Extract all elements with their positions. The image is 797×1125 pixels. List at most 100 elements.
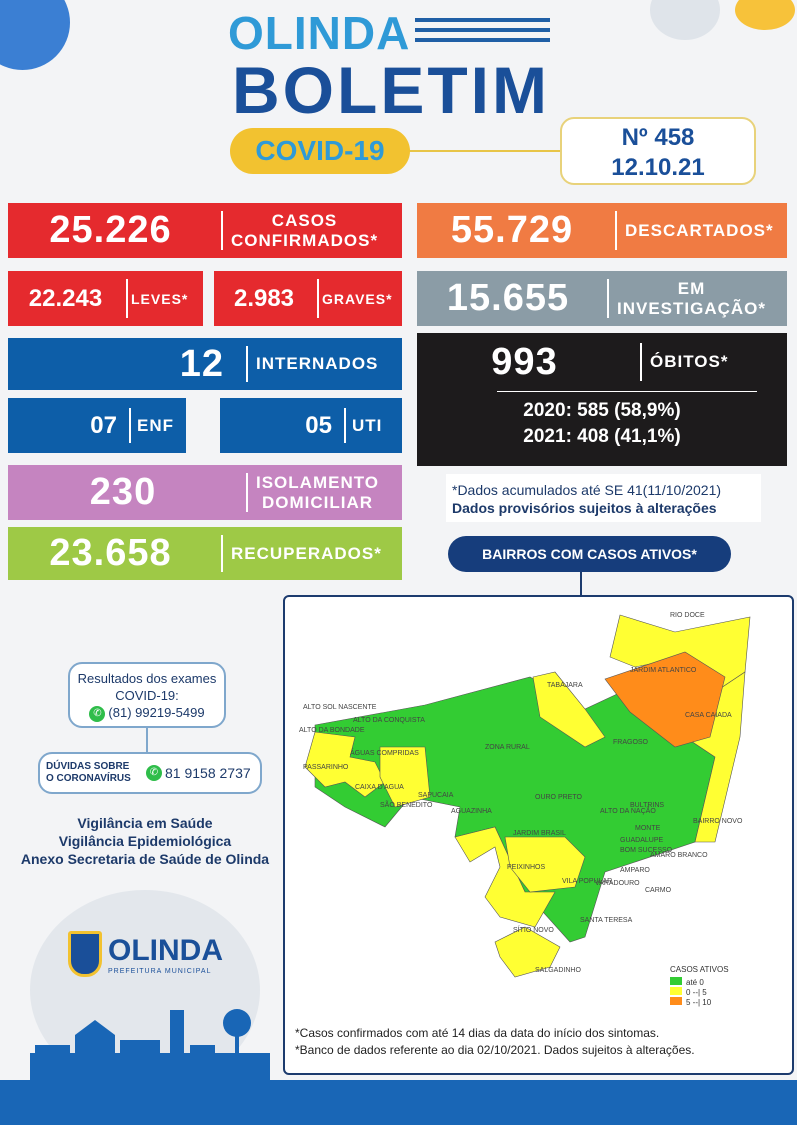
map-region-west xyxy=(304,731,386,798)
legend-label: 5 --| 10 xyxy=(686,998,712,1007)
provisional-note: Dados provisórios sujeitos à alterações xyxy=(452,500,717,516)
map-neighborhood-label: SÍTIO NOVO xyxy=(513,925,554,934)
map-neighborhood-label: JARDIM ATLANTICO xyxy=(630,667,697,674)
agency-name: Vigilância Epidemiológica xyxy=(58,833,232,849)
confirmed-label-line2: CONFIRMADOS* xyxy=(231,230,379,250)
whatsapp-icon: ✆ xyxy=(89,705,106,722)
isolation-card: 230 ISOLAMENTO DOMICILIAR xyxy=(8,465,402,520)
notes-box: *Dados acumulados até SE 41(11/10/2021) … xyxy=(446,474,761,522)
ward-label: ENF xyxy=(137,415,174,435)
ward-value: 07 xyxy=(90,411,117,439)
icu-card: 05 UTI xyxy=(220,398,402,453)
city-title: OLINDA xyxy=(228,7,411,59)
severe-card: 2.983 GRAVES* xyxy=(214,271,402,326)
deaths-2021: 2021: 408 (41,1%) xyxy=(523,426,681,447)
legend-item: até 0 xyxy=(670,977,729,987)
legend-item: 0 --| 5 xyxy=(670,987,729,997)
map-region-aguas-compridas xyxy=(379,746,431,808)
discarded-card: 55.729 DESCARTADOS* xyxy=(417,203,787,258)
legend-label: até 0 xyxy=(686,978,704,987)
hospitalized-value: 12 xyxy=(179,342,224,385)
recovered-value: 23.658 xyxy=(49,532,172,574)
investigation-card: 15.655 EM INVESTIGAÇÃO* xyxy=(417,271,787,326)
doubts-phone[interactable]: 81 9158 2737 xyxy=(165,765,251,781)
map-neighborhood-label: FRAGOSO xyxy=(613,739,649,746)
deaths-2020: 2020: 585 (58,9%) xyxy=(523,400,681,421)
virus-decoration-icon xyxy=(650,0,720,40)
icu-value: 05 xyxy=(305,411,332,439)
map-title: BAIRROS COM CASOS ATIVOS* xyxy=(448,536,731,572)
discarded-value: 55.729 xyxy=(450,209,574,251)
map-region-jardim-atlantico xyxy=(604,651,726,748)
agencies-list: Vigilância em Saúde Vigilância Epidemiol… xyxy=(0,814,290,868)
map-panel: RIO DOCE JARDIM ATLANTICO CASA CAIADA TABAJ… xyxy=(283,595,794,1075)
legend-item: 5 --| 10 xyxy=(670,997,729,1007)
mild-label: LEVES* xyxy=(131,290,189,307)
agency-name: Vigilância em Saúde xyxy=(77,815,213,831)
map-neighborhood-label: BOM SUCESSO xyxy=(620,847,673,854)
recovered-card: 23.658 RECUPERADOS* xyxy=(8,527,402,580)
agency-name: Anexo Secretaria de Saúde de Olinda xyxy=(20,851,270,867)
deaths-card: 993 ÓBITOS* 2020: 585 (58,9%) 2021: 408 … xyxy=(417,333,787,466)
virus-decoration-icon xyxy=(735,0,795,30)
map-neighborhood-label: CASA CAIADA xyxy=(685,712,732,719)
investigation-label-line2: INVESTIGAÇÃO* xyxy=(617,298,767,318)
bulletin-date: 12.10.21 xyxy=(611,154,705,181)
logo-subtitle: PREFEITURA MUNICIPAL xyxy=(108,967,212,975)
confirmed-label: CASOS CONFIRMADOS* xyxy=(231,211,378,251)
map-neighborhood-label: ALTO DA CONQUISTA xyxy=(353,717,425,724)
map-neighborhood-label: RIO DOCE xyxy=(670,612,705,619)
map-neighborhood-label: ÁGUAS COMPRIDAS xyxy=(350,748,419,757)
doubts-contact: DÚVIDAS SOBRE O CORONAVÍRUS ✆ 81 9158 27… xyxy=(38,752,262,794)
footer-bar xyxy=(0,1080,797,1125)
olinda-map: RIO DOCE JARDIM ATLANTICO CASA CAIADA TABAJ… xyxy=(299,612,751,978)
hospitalized-card: 12 INTERNADOS xyxy=(8,338,402,390)
map-neighborhood-label: CARMO xyxy=(645,887,672,894)
footnote-database: *Banco de dados referente ao dia 02/10/2… xyxy=(295,1043,695,1057)
ward-card: 07 ENF xyxy=(8,398,186,453)
map-region-tabajara xyxy=(532,671,606,748)
results-label-line2: COVID-19: xyxy=(115,688,179,703)
recovered-label: RECUPERADOS* xyxy=(231,543,382,563)
icu-label: UTI xyxy=(352,415,383,435)
map-neighborhood-label: CAIXA D'AGUA xyxy=(355,784,404,791)
footnote-symptoms: *Casos confirmados com até 14 dias da da… xyxy=(295,1026,660,1040)
whatsapp-icon: ✆ xyxy=(146,765,162,781)
legend-title: CASOS ATIVOS xyxy=(670,965,729,974)
map-region-green xyxy=(314,656,716,943)
divider xyxy=(405,150,565,152)
city-skyline-icon xyxy=(30,1009,270,1083)
map-neighborhood-label: BAIRRO NOVO xyxy=(693,818,743,825)
bulletin-number-box: Nº 458 12.10.21 xyxy=(560,117,756,185)
map-neighborhood-label: MONTE xyxy=(635,825,661,832)
severe-label: GRAVES* xyxy=(322,290,393,307)
title-lines xyxy=(415,18,550,48)
results-phone[interactable]: (81) 99219-5499 xyxy=(108,705,205,720)
doubts-label-line1: DÚVIDAS SOBRE xyxy=(46,761,130,772)
bulletin-title: BOLETIM xyxy=(232,53,550,127)
results-contact: Resultados dos exames COVID-19: ✆ (81) 99… xyxy=(68,662,226,728)
map-neighborhood-label: ALTO SOL NASCENTE xyxy=(303,704,377,711)
map-neighborhood-label: TABAJARA xyxy=(547,682,583,689)
confirmed-value: 25.226 xyxy=(49,209,172,251)
virus-decoration-icon xyxy=(0,0,70,70)
map-neighborhood-label: GUADALUPE xyxy=(620,837,664,844)
confirmed-card: 25.226 CASOS CONFIRMADOS* xyxy=(8,203,402,258)
investigation-label-line1: EM xyxy=(677,278,706,298)
map-neighborhood-label: ZONA RURAL xyxy=(485,744,530,751)
map-neighborhood-label: SÃO BENEDITO xyxy=(380,800,433,809)
accumulated-note: *Dados acumulados até SE 41(11/10/2021) xyxy=(452,482,722,498)
covid-badge: COVID-19 xyxy=(230,128,410,174)
map-neighborhood-label: ALTO DA NAÇÃO xyxy=(600,806,656,815)
map-neighborhood-label: AGUAZINHA xyxy=(451,808,492,815)
map-neighborhood-label: ALTO DA BONDADE xyxy=(299,727,365,734)
hospitalized-label: INTERNADOS xyxy=(256,354,379,373)
confirmed-label-line1: CASOS xyxy=(271,210,338,230)
map-neighborhood-label: PEIXINHOS xyxy=(507,864,545,871)
logo-name: OLINDA xyxy=(108,933,223,967)
map-neighborhood-label: PASSARINHO xyxy=(303,764,349,771)
map-connector xyxy=(580,572,582,596)
map-legend: CASOS ATIVOS até 0 0 --| 5 5 --| 10 xyxy=(670,965,729,1007)
isolation-label-line1: ISOLAMENTO xyxy=(256,472,380,492)
map-neighborhood-label: VILA POPULAR xyxy=(562,878,612,885)
